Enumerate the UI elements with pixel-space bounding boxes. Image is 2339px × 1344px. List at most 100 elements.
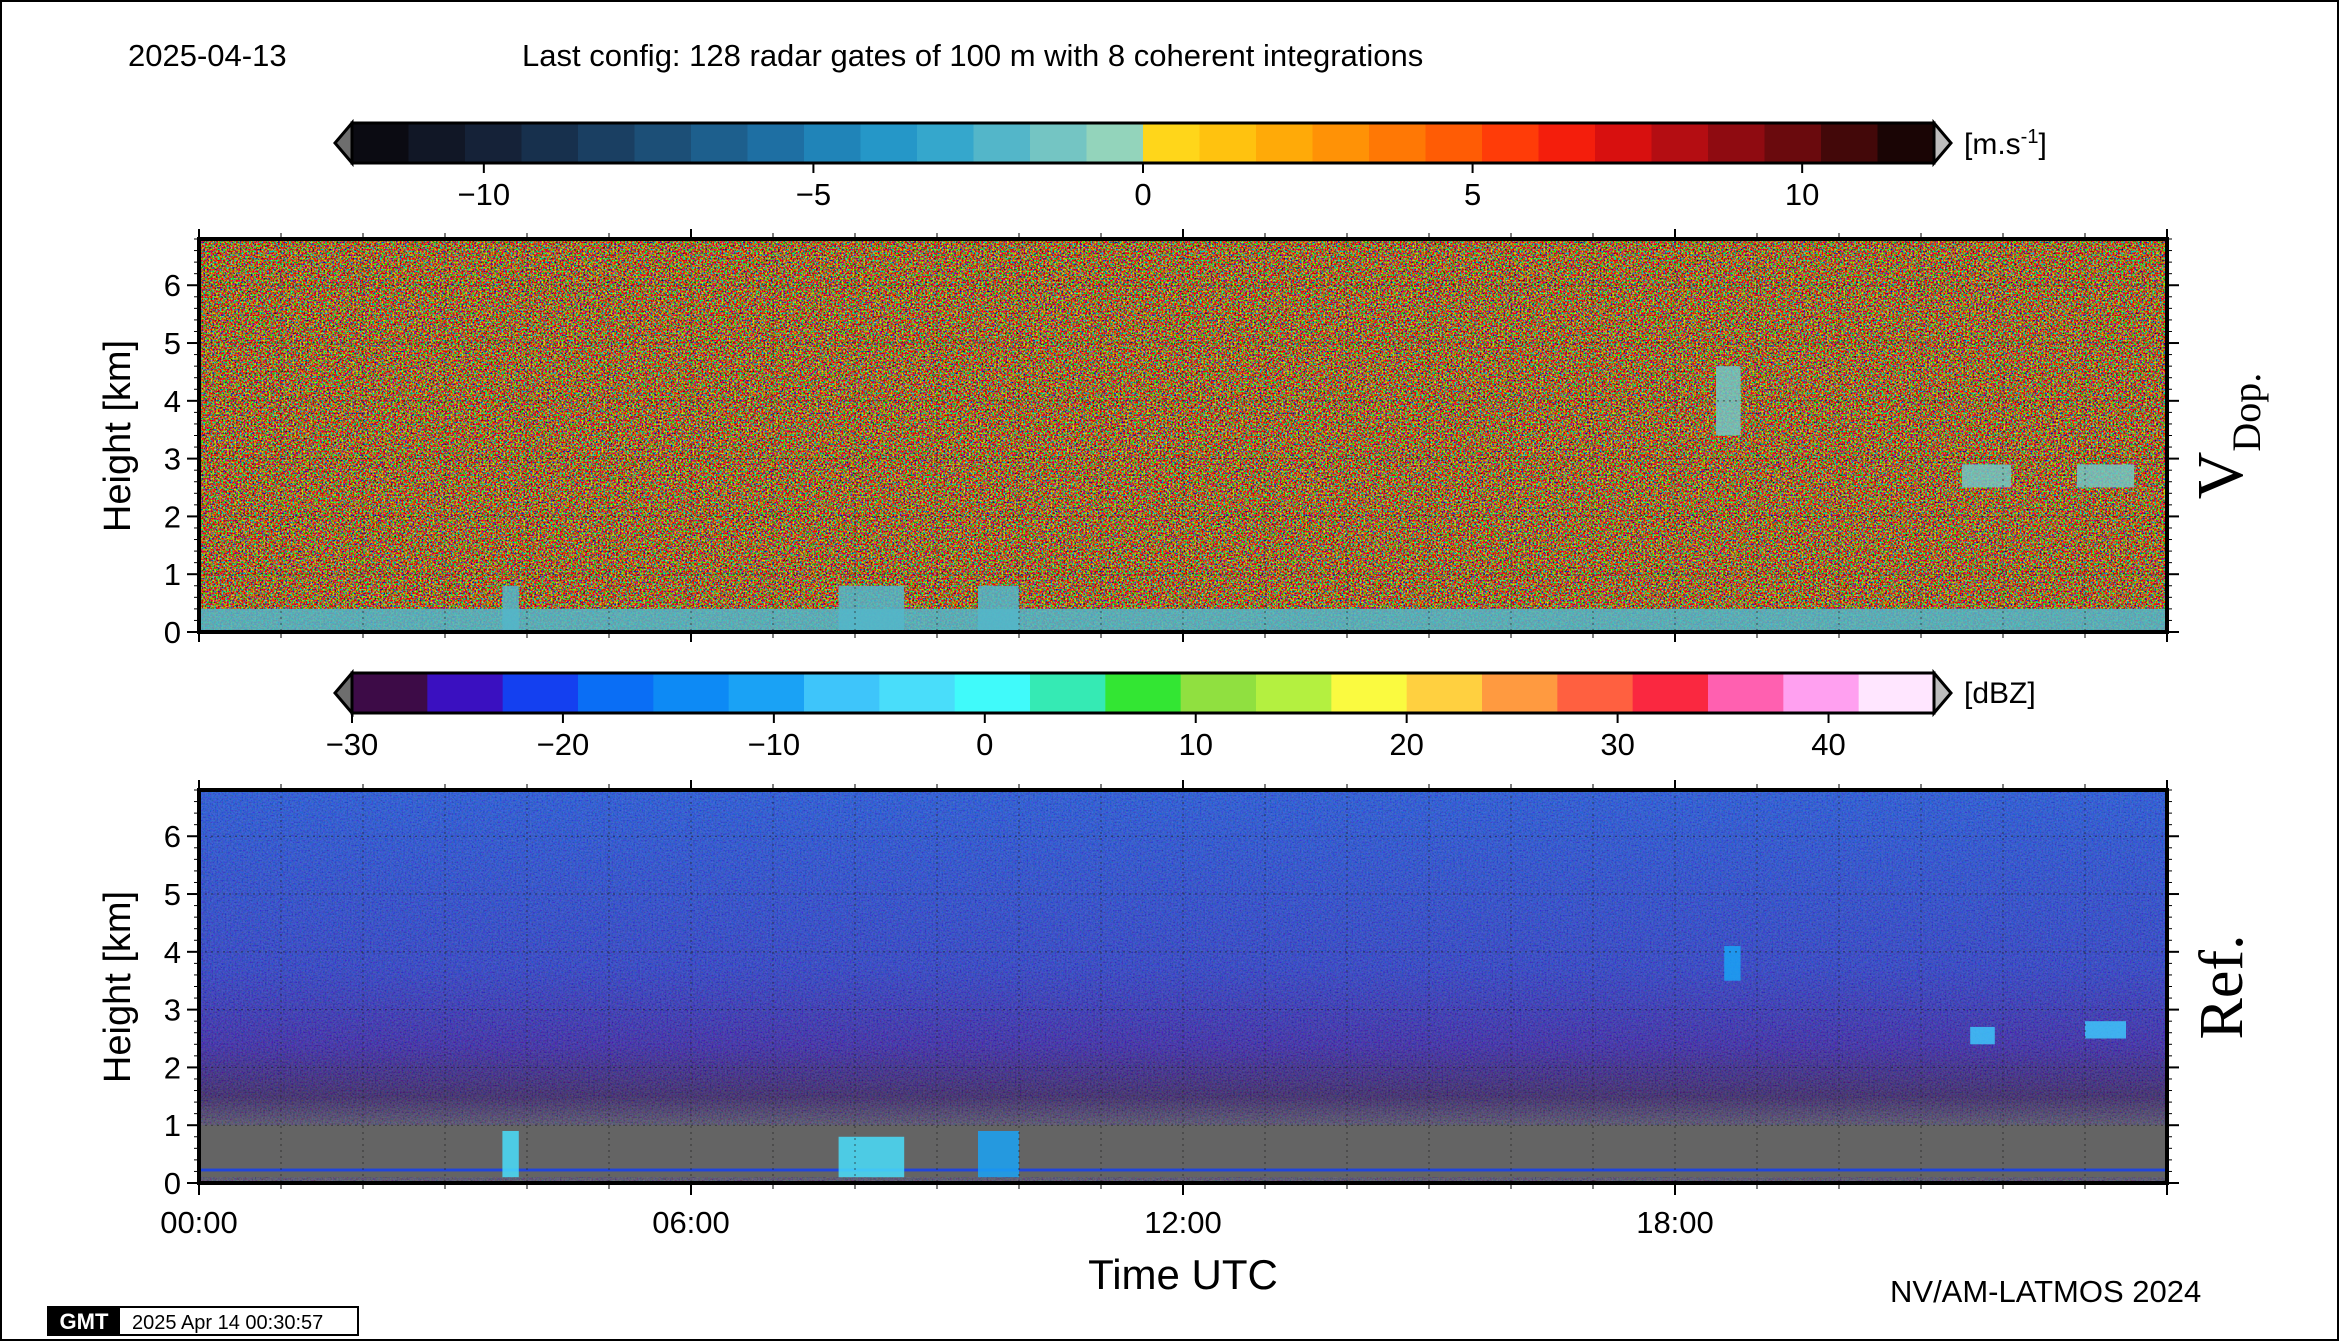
reflectivity-colorbar-cell	[804, 673, 880, 713]
doppler-colorbar-cell	[1425, 123, 1483, 163]
reflectivity-ylabel: Height [km]	[97, 891, 139, 1083]
reflectivity-colorbar-tick-label: −10	[748, 727, 801, 762]
doppler-echo	[978, 585, 1019, 632]
reflectivity-colorbar-cell	[1180, 673, 1257, 713]
config-label: Last config: 128 radar gates of 100 m wi…	[522, 38, 1423, 73]
reflectivity-patch	[2085, 1021, 2126, 1039]
reflectivity-colorbar-cell	[1632, 673, 1709, 713]
reflectivity-colorbar-cell	[954, 673, 1031, 713]
reflectivity-ytick-label: 6	[164, 819, 181, 854]
doppler-ytick-label: 5	[164, 326, 181, 361]
doppler-colorbar-unit: [m.s-1]	[1964, 126, 2047, 161]
doppler-colorbar-cell	[1764, 123, 1822, 163]
reflectivity-colorbar-tick-label: 40	[1811, 727, 1845, 762]
reflectivity-colorbar-cell	[1406, 673, 1483, 713]
doppler-patch	[2076, 464, 2135, 488]
doppler-colorbar-cell	[691, 123, 748, 163]
doppler-colorbar-cell	[1651, 123, 1709, 163]
reflectivity-panel: 0 1 2 3 4 5 6 00:00 06:00 12:00 18:00 Height [km]…	[97, 780, 2256, 1298]
reflectivity-colorbar-cell	[1858, 673, 1935, 713]
reflectivity-patch	[1970, 1026, 1995, 1045]
doppler-colorbar-tick-label: −5	[796, 177, 831, 212]
doppler-colorbar-tick-label: 5	[1464, 177, 1481, 212]
reflectivity-xtick-label: 00:00	[160, 1205, 238, 1240]
reflectivity-colorbar-underflow-triangle	[333, 668, 354, 718]
reflectivity-echo	[838, 1136, 905, 1178]
doppler-colorbar-cell	[1821, 123, 1878, 163]
doppler-ytick-label: 1	[164, 557, 181, 592]
gmt-logo-icon	[48, 1307, 120, 1335]
doppler-colorbar-cell	[747, 123, 805, 163]
doppler-colorbar-tick-label: 10	[1785, 177, 1819, 212]
reflectivity-colorbar-cell	[502, 673, 579, 713]
reflectivity-colorbar-cell	[427, 673, 504, 713]
doppler-colorbar-cell	[1086, 123, 1144, 163]
reflectivity-colorbar-cell	[879, 673, 956, 713]
doppler-colorbar: −10 −5 0 5 10 [m.s-1]	[333, 118, 2047, 212]
doppler-ytick-label: 4	[164, 384, 181, 419]
gmt-stamp: GMT 2025 Apr 14 00:30:57	[47, 1306, 359, 1336]
reflectivity-colorbar-cell	[1331, 673, 1408, 713]
reflectivity-colorbar: −30 −20 −10 0 10 20 30 40 [dBZ]	[326, 668, 2036, 762]
doppler-colorbar-tick-label: 0	[1134, 177, 1151, 212]
reflectivity-colorbar-tick-label: 20	[1389, 727, 1423, 762]
doppler-colorbar-cell	[352, 123, 409, 163]
doppler-echo	[838, 585, 905, 632]
reflectivity-echo	[978, 1130, 1019, 1178]
reflectivity-colorbar-cell	[1708, 673, 1784, 713]
doppler-colorbar-overflow-triangle	[1932, 118, 1953, 168]
doppler-colorbar-cell	[1482, 123, 1539, 163]
doppler-colorbar-cell	[1030, 123, 1087, 163]
reflectivity-echo	[502, 1130, 519, 1178]
doppler-colorbar-cell	[1708, 123, 1765, 163]
doppler-colorbar-cell	[1595, 123, 1652, 163]
reflectivity-ytick-label: 5	[164, 877, 181, 912]
doppler-ytick-label: 6	[164, 268, 181, 303]
doppler-colorbar-cell	[634, 123, 692, 163]
doppler-colorbar-cell	[521, 123, 579, 163]
reflectivity-colorbar-cell	[1030, 673, 1106, 713]
doppler-ytick-label: 3	[164, 442, 181, 477]
doppler-colorbar-cell	[1877, 123, 1935, 163]
doppler-panel: 0 1 2 3 4 5 6 Height [km] VDop.	[97, 229, 2269, 650]
doppler-ytick-label: 2	[164, 499, 181, 534]
reflectivity-colorbar-tick-label: 10	[1178, 727, 1212, 762]
doppler-panel-label: VDop.	[2184, 373, 2269, 500]
reflectivity-colorbar-tick-label: 0	[976, 727, 993, 762]
reflectivity-xlabel: Time UTC	[1088, 1251, 1278, 1298]
doppler-colorbar-cell	[973, 123, 1031, 163]
reflectivity-panel-label: Ref.	[2188, 934, 2256, 1039]
reflectivity-colorbar-tick-label: −30	[326, 727, 379, 762]
doppler-colorbar-cell	[578, 123, 635, 163]
doppler-patch	[1962, 464, 2012, 488]
doppler-colorbar-tick-label: −10	[458, 177, 511, 212]
doppler-colorbar-cell	[1538, 123, 1596, 163]
date-label: 2025-04-13	[128, 38, 287, 73]
reflectivity-colorbar-cell	[653, 673, 730, 713]
doppler-colorbar-cell	[1369, 123, 1426, 163]
reflectivity-colorbar-overflow-triangle	[1932, 668, 1953, 718]
doppler-ylabel: Height [km]	[97, 340, 139, 532]
reflectivity-xtick-label: 18:00	[1636, 1205, 1714, 1240]
doppler-colorbar-cell	[860, 123, 918, 163]
doppler-colorbar-underflow-triangle	[333, 118, 354, 168]
reflectivity-xtick-label: 12:00	[1144, 1205, 1222, 1240]
doppler-colorbar-cell	[408, 123, 466, 163]
gmt-logo-text: GMT	[60, 1309, 109, 1334]
doppler-echo	[502, 585, 519, 632]
reflectivity-colorbar-cell	[1557, 673, 1634, 713]
reflectivity-ytick-label: 2	[164, 1050, 181, 1085]
reflectivity-colorbar-tick-label: 30	[1600, 727, 1634, 762]
doppler-colorbar-cell	[465, 123, 522, 163]
doppler-colorbar-cell	[1199, 123, 1257, 163]
doppler-colorbar-cell	[1312, 123, 1370, 163]
reflectivity-ytick-label: 4	[164, 935, 181, 970]
reflectivity-streak	[1724, 946, 1741, 981]
reflectivity-colorbar-cell	[1482, 673, 1558, 713]
reflectivity-colorbar-cell	[1783, 673, 1860, 713]
doppler-colorbar-cell	[804, 123, 861, 163]
reflectivity-colorbar-cell	[1256, 673, 1332, 713]
credit-label: NV/AM-LATMOS 2024	[1890, 1274, 2201, 1309]
reflectivity-colorbar-cell	[578, 673, 654, 713]
